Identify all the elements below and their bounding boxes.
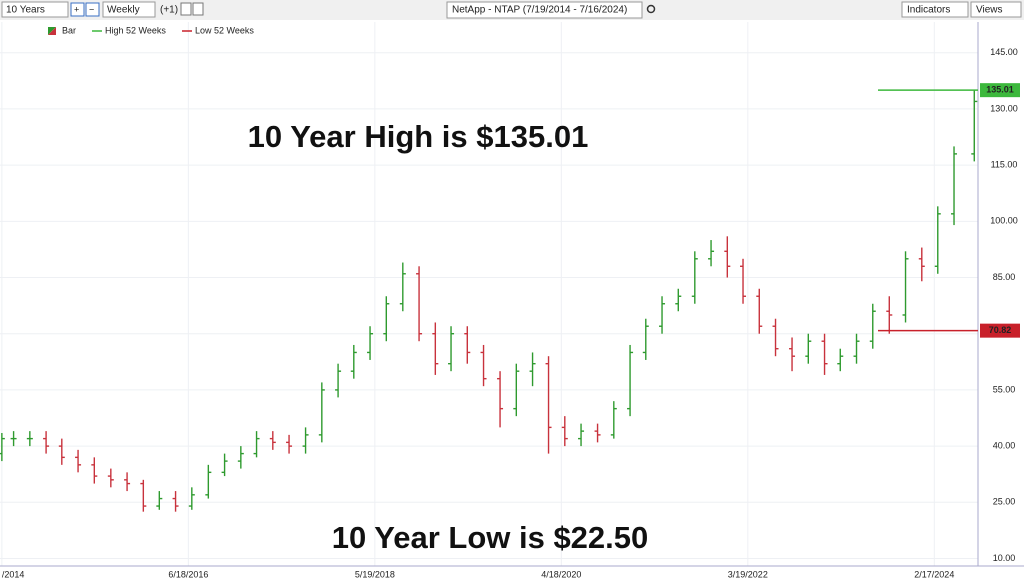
annotation-low: 10 Year Low is $22.50 [332,520,649,555]
annotation-high: 10 Year High is $135.01 [248,119,589,154]
legend-icon-down [48,27,56,35]
offset-minus[interactable] [192,2,204,16]
y-tick-label: 115.00 [991,160,1018,170]
x-tick-label: 6/18/2016 [168,569,208,579]
y-tick-label: 25.00 [993,497,1016,507]
minus-icon: − [89,4,94,14]
x-tick-label: 2/17/2024 [914,569,954,579]
indicators-button[interactable] [901,1,969,18]
plus-icon: + [74,4,79,14]
range-label: 10 Years [6,5,45,16]
x-tick-label: 4/18/2020 [541,569,581,579]
y-tick-label: 85.00 [993,272,1016,282]
offset-label: (+1) [160,5,178,16]
y-tick-label: 40.00 [993,440,1016,450]
views-label: Views [976,5,1003,16]
zoom-out[interactable] [85,2,100,17]
price-tag [980,323,1020,338]
range-select[interactable] [1,1,69,18]
y-tick-label: 10.00 [993,553,1016,563]
zoom-in[interactable] [70,2,85,17]
x-tick-label: 3/19/2022 [728,569,768,579]
indicators-label: Indicators [907,5,950,16]
x-tick-label: /2014 [2,569,25,579]
interval-select[interactable] [102,1,156,18]
legend-low: Low 52 Weeks [195,25,254,35]
symbol-box[interactable] [446,1,643,19]
y-tick-label: 145.00 [990,47,1018,57]
price-tag [980,83,1020,98]
y-tick-label: 55.00 [993,384,1016,394]
price-tag-label: 135.01 [986,85,1014,95]
interval-label: Weekly [107,5,140,16]
search-icon[interactable] [646,4,656,14]
symbol-label: NetApp - NTAP (7/19/2014 - 7/16/2024) [452,5,627,16]
y-tick-label: 130.00 [990,103,1018,113]
views-button[interactable] [970,1,1022,18]
x-tick-label: 5/19/2018 [355,569,395,579]
price-tag-label: 70.82 [989,325,1012,335]
y-tick-label: 100.00 [990,216,1018,226]
legend-high: High 52 Weeks [105,25,166,35]
offset-plus[interactable] [180,2,192,16]
legend-bar: Bar [62,25,76,35]
